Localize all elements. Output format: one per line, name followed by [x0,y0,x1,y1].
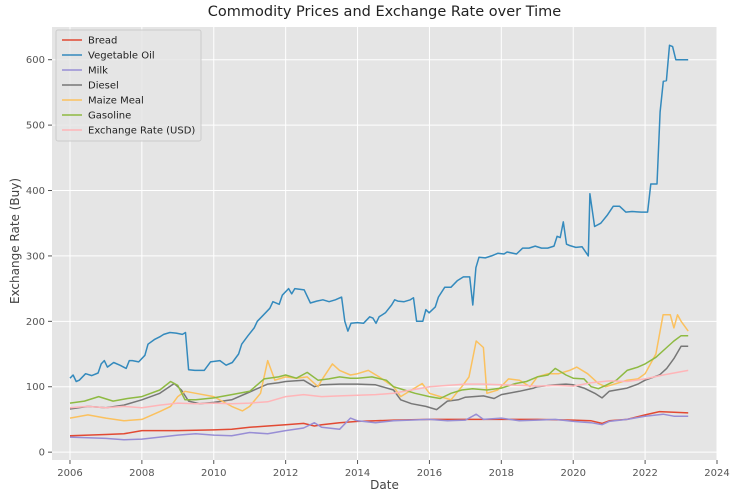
legend-box [55,29,202,142]
x-tick-label: 2012 [273,468,298,479]
legend-label: Vegetable Oil [88,51,155,62]
x-tick-label: 2006 [57,468,82,479]
legend-label: Milk [88,66,108,77]
legend-label: Gasoline [88,111,131,122]
y-axis-label: Exchange Rate (Buy) [8,177,22,305]
x-tick-label: 2018 [489,468,514,479]
legend-label: Maize Meal [88,96,144,107]
x-tick-label: 2014 [345,468,370,479]
x-tick-label: 2008 [129,468,154,479]
legend-label: Diesel [88,81,119,92]
x-axis-label: Date [370,478,399,492]
series-line-2 [69,413,689,441]
y-tick-label: 600 [26,55,45,66]
x-tick-label: 2022 [632,468,657,479]
series-line-1 [69,44,689,383]
series-line-4 [69,314,689,422]
legend-label: Bread [88,36,117,47]
y-tick-label: 0 [39,448,45,459]
y-tick-label: 200 [26,317,45,328]
y-tick-label: 400 [26,186,45,197]
x-tick-label: 2010 [201,468,226,479]
chart-title: Commodity Prices and Exchange Rate over … [207,4,562,20]
y-tick-label: 100 [26,382,45,393]
y-tick-label: 300 [26,251,45,262]
x-tick-label: 2020 [560,468,585,479]
legend-label: Exchange Rate (USD) [88,126,195,137]
series-line-5 [69,334,689,404]
x-tick-label: 2024 [704,468,729,479]
y-tick-label: 500 [26,121,45,132]
x-tick-label: 2016 [417,468,442,479]
series-line-6 [69,369,689,409]
series-line-3 [69,345,689,411]
